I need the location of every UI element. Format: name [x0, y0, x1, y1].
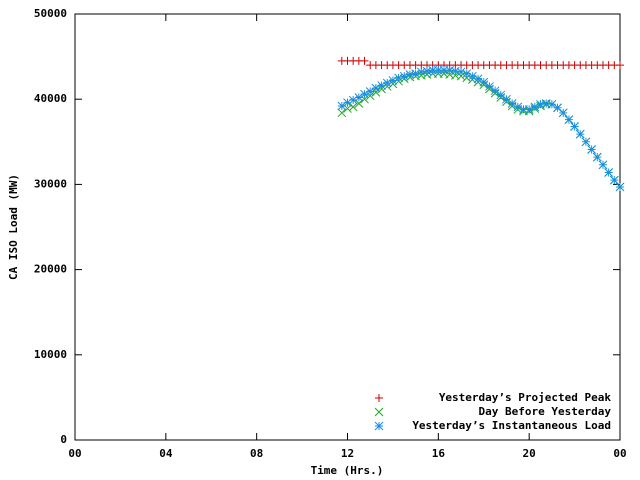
data-point	[433, 65, 443, 75]
legend-marker	[374, 421, 384, 431]
data-point	[399, 71, 409, 81]
data-point	[388, 76, 398, 85]
data-point	[337, 108, 347, 118]
data-point	[598, 160, 608, 170]
data-point	[365, 87, 375, 96]
data-point	[479, 77, 489, 87]
data-point	[451, 66, 460, 76]
data-point	[530, 102, 540, 112]
data-point	[507, 99, 517, 108]
data-point	[558, 108, 568, 118]
y-tick-label: 20000	[34, 263, 67, 276]
x-tick-label: 12	[341, 447, 354, 460]
data-point	[615, 182, 625, 192]
data-point	[337, 101, 347, 111]
data-point	[348, 102, 358, 112]
x-tick-label: 04	[159, 447, 173, 460]
legend-label: Yesterday’s Instantaneous Load	[412, 419, 611, 432]
data-point	[524, 105, 534, 114]
data-point	[360, 56, 369, 65]
legend-label: Day Before Yesterday	[479, 405, 612, 418]
data-point	[536, 99, 545, 109]
data-point	[519, 105, 528, 114]
data-point	[394, 73, 403, 83]
data-point	[502, 94, 511, 104]
data-point	[360, 89, 369, 99]
data-point	[462, 69, 472, 78]
plot-frame	[74, 13, 621, 441]
data-point	[343, 98, 352, 107]
data-point	[581, 137, 591, 147]
x-axis-label: Time (Hrs.)	[311, 464, 384, 477]
y-axis-label: CA ISO Load (MW)	[7, 174, 20, 280]
data-point	[348, 95, 358, 105]
data-point	[371, 83, 381, 93]
data-point	[553, 103, 562, 113]
x-tick-label: 16	[432, 447, 446, 460]
data-point	[473, 74, 483, 84]
data-point	[416, 67, 426, 77]
data-point	[587, 145, 596, 154]
data-point	[616, 61, 624, 70]
data-point	[485, 82, 494, 91]
y-tick-label: 30000	[34, 177, 67, 190]
data-point	[570, 122, 579, 131]
x-tick-label: 00	[68, 447, 81, 460]
data-point	[490, 86, 500, 96]
data-point	[496, 90, 506, 100]
x-tick-label: 00	[613, 447, 626, 460]
data-point	[428, 65, 438, 75]
data-point	[564, 115, 574, 125]
data-point	[541, 99, 551, 108]
y-tick-label: 40000	[34, 92, 67, 105]
x-tick-label: 08	[250, 447, 263, 460]
y-tick-label: 50000	[34, 7, 67, 20]
data-point	[604, 168, 613, 177]
legend-marker	[375, 394, 383, 402]
data-point	[365, 91, 375, 101]
data-point	[354, 93, 364, 102]
data-point	[411, 69, 420, 78]
legend-label: Yesterday’s Projected Peak	[439, 391, 612, 404]
data-point	[422, 66, 432, 76]
data-point	[405, 70, 415, 79]
data-point	[609, 175, 619, 185]
data-point	[547, 99, 557, 109]
data-point	[445, 65, 455, 75]
data-point	[575, 129, 585, 139]
y-tick-label: 10000	[34, 348, 67, 361]
data-point	[592, 152, 602, 162]
data-point	[382, 78, 392, 88]
legend-marker	[374, 407, 384, 417]
data-point	[513, 102, 523, 112]
data-point	[456, 67, 466, 77]
data-point	[377, 81, 386, 90]
data-point	[468, 71, 477, 81]
x-tick-label: 20	[523, 447, 536, 460]
y-tick-label: 0	[60, 433, 67, 446]
data-point	[439, 65, 449, 75]
